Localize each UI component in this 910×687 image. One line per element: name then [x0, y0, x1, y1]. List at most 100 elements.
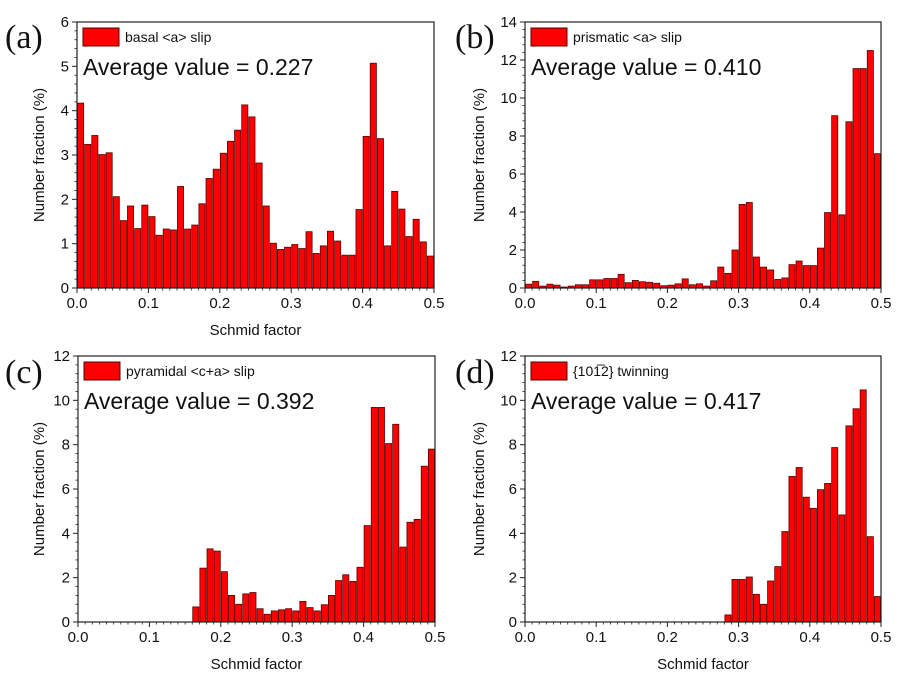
x-tick-label: 0.5	[871, 295, 892, 312]
y-tick-label: 0	[509, 280, 517, 297]
legend-swatch	[530, 27, 568, 47]
y-tick-label: 5	[61, 58, 69, 75]
bar	[362, 135, 370, 289]
x-tick-label: 0.0	[68, 629, 89, 646]
bar	[859, 389, 867, 623]
bar	[262, 205, 270, 289]
bar	[738, 579, 746, 623]
bar	[760, 603, 767, 623]
plot-area	[525, 22, 881, 288]
bar	[809, 507, 817, 623]
bar	[824, 483, 832, 623]
bar	[155, 234, 163, 289]
bar	[298, 248, 306, 289]
bar	[363, 525, 371, 623]
y-tick-label: 10	[500, 90, 517, 107]
bar	[342, 574, 350, 623]
bar	[420, 465, 428, 623]
bar	[731, 249, 739, 289]
bar	[77, 102, 85, 289]
bar	[795, 467, 803, 623]
y-axis-title: Number fraction (%)	[471, 422, 488, 556]
y-tick-label: 12	[500, 348, 517, 365]
x-tick-label: 0.1	[586, 295, 607, 312]
x-tick-label: 0.4	[352, 295, 373, 312]
bar	[845, 121, 853, 289]
bar	[419, 241, 427, 289]
bar	[206, 548, 214, 623]
bar	[838, 514, 846, 623]
y-tick-label: 4	[509, 204, 517, 221]
y-tick-label: 6	[509, 166, 517, 183]
bar	[326, 230, 334, 289]
bar	[219, 152, 227, 289]
bar	[646, 281, 654, 289]
bar	[774, 279, 782, 289]
x-tick-label: 0.4	[353, 629, 374, 646]
bar	[255, 162, 263, 289]
bar	[177, 186, 185, 289]
legend-label: pyramidal <c+a> slip	[126, 363, 255, 379]
y-tick-label: 12	[500, 52, 517, 69]
bar	[376, 138, 384, 289]
bar	[355, 209, 363, 289]
bar	[98, 154, 106, 289]
x-tick-label: 0.0	[515, 295, 536, 312]
bar	[866, 50, 874, 289]
bar	[191, 224, 199, 289]
x-tick-label: 0.3	[281, 295, 302, 312]
bar	[84, 143, 92, 289]
bar	[385, 443, 393, 623]
bar	[831, 447, 839, 623]
x-tick-label: 0.3	[728, 295, 749, 312]
bar	[270, 610, 278, 623]
average-annotation: Average value = 0.227	[83, 54, 313, 80]
bar	[285, 608, 293, 623]
bar	[112, 196, 120, 289]
chart-panel-b: 0.0 0.1 0.2 0.3 0.4 0.5 0 2 4 6 8 10 12 14 Number frac…	[455, 14, 891, 312]
x-tick-label: 0.5	[424, 295, 445, 312]
bar	[292, 610, 300, 623]
bar	[269, 242, 277, 289]
bar	[745, 202, 753, 289]
x-tick-label: 0.2	[657, 629, 678, 646]
bar	[278, 609, 285, 623]
y-tick-label: 8	[62, 437, 70, 454]
legend-label: prismatic <a> slip	[573, 29, 682, 45]
bar	[248, 116, 256, 289]
bar	[284, 246, 292, 289]
bar	[263, 613, 271, 623]
bar	[141, 204, 149, 289]
bar	[767, 269, 775, 289]
bar	[817, 247, 824, 289]
bar	[306, 607, 314, 623]
bar	[305, 231, 313, 289]
x-tick-label: 0.1	[139, 629, 160, 646]
bar	[198, 203, 206, 289]
legend-swatch	[530, 361, 568, 381]
x-tick-label: 0.2	[209, 295, 230, 312]
bar	[596, 279, 604, 289]
bar	[873, 153, 881, 289]
x-tick-label: 0.4	[799, 295, 820, 312]
bar	[370, 407, 378, 623]
y-axis-title: Number fraction (%)	[31, 422, 48, 556]
bar	[603, 278, 611, 289]
y-tick-label: 2	[509, 570, 517, 587]
bar	[399, 546, 407, 623]
x-tick-label: 0.2	[657, 295, 678, 312]
bar	[119, 220, 127, 289]
bar	[377, 407, 385, 623]
bar	[412, 218, 420, 289]
y-tick-label: 2	[509, 242, 517, 259]
bar	[277, 249, 284, 289]
bar	[384, 245, 392, 289]
bar	[738, 203, 746, 289]
y-tick-label: 4	[62, 525, 70, 542]
x-tick-label: 0.2	[210, 629, 231, 646]
bar	[710, 280, 718, 289]
bar	[745, 576, 753, 623]
bar	[674, 283, 682, 289]
y-tick-label: 0	[509, 614, 517, 631]
